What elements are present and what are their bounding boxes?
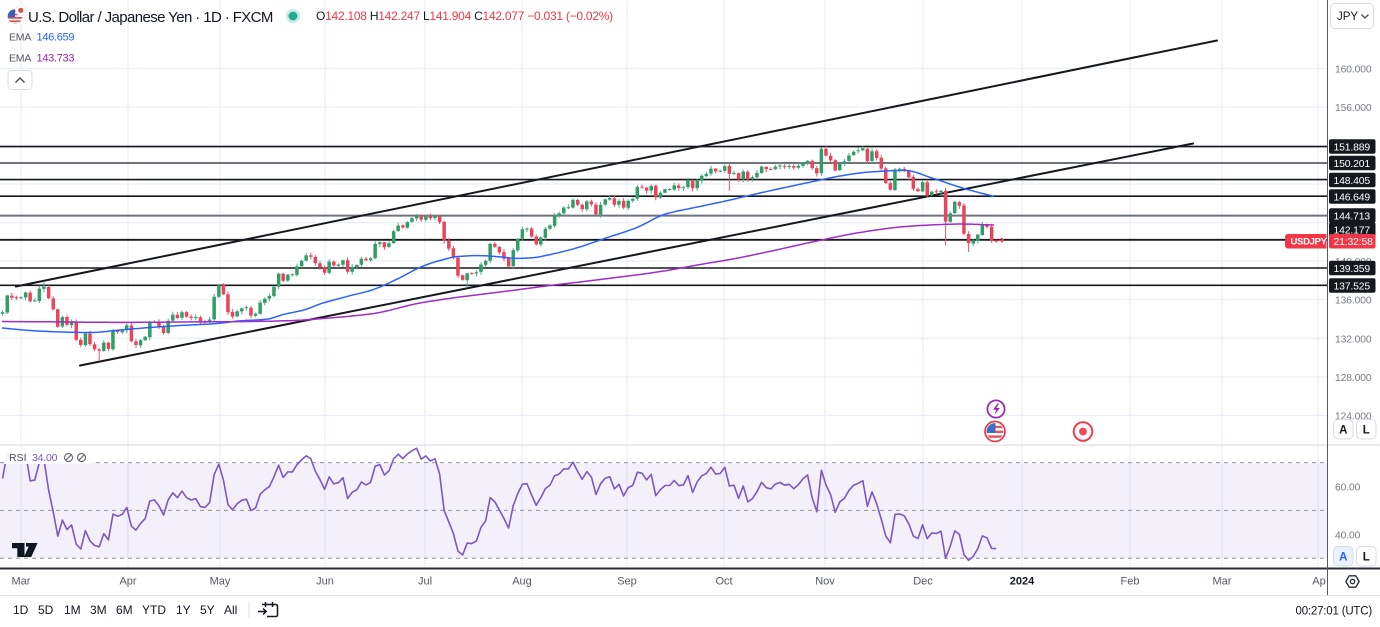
svg-text:Feb: Feb xyxy=(1121,576,1140,588)
svg-text:1M: 1M xyxy=(64,603,81,617)
svg-text:5D: 5D xyxy=(38,603,54,617)
svg-text:Aug: Aug xyxy=(512,576,532,588)
svg-text:RSI: RSI xyxy=(9,452,27,464)
svg-text:00:27:01 (UTC): 00:27:01 (UTC) xyxy=(1296,606,1373,618)
svg-text:160.000: 160.000 xyxy=(1335,64,1372,75)
svg-text:Ap: Ap xyxy=(1312,576,1325,588)
svg-text:6M: 6M xyxy=(116,603,133,617)
svg-text:124.000: 124.000 xyxy=(1335,411,1372,422)
svg-text:146.649: 146.649 xyxy=(1334,193,1371,204)
svg-text:60.00: 60.00 xyxy=(1335,483,1361,494)
svg-text:Dec: Dec xyxy=(913,576,933,588)
svg-text:Oct: Oct xyxy=(715,576,732,588)
svg-text:1Y: 1Y xyxy=(176,603,191,617)
svg-text:May: May xyxy=(210,576,231,588)
svg-text:YTD: YTD xyxy=(142,603,166,617)
svg-text:137.525: 137.525 xyxy=(1334,282,1371,293)
svg-text:JPY: JPY xyxy=(1337,11,1358,23)
svg-text:132.000: 132.000 xyxy=(1335,334,1372,345)
svg-text:L: L xyxy=(1363,425,1370,437)
svg-text:USDJPY: USDJPY xyxy=(1291,237,1328,248)
svg-text:EMA: EMA xyxy=(9,32,31,44)
svg-text:Mar: Mar xyxy=(1213,576,1232,588)
svg-text:Mar: Mar xyxy=(12,576,31,588)
svg-text:Apr: Apr xyxy=(119,576,136,588)
svg-text:Jul: Jul xyxy=(418,576,432,588)
svg-text:Jun: Jun xyxy=(316,576,334,588)
svg-text:150.201: 150.201 xyxy=(1334,159,1371,170)
svg-text:156.000: 156.000 xyxy=(1335,103,1372,114)
svg-text:EMA: EMA xyxy=(9,53,31,65)
svg-text:21:32:58: 21:32:58 xyxy=(1334,237,1374,248)
svg-text:U.S. Dollar / Japanese Yen · 1: U.S. Dollar / Japanese Yen · 1D · FXCM xyxy=(28,9,273,26)
svg-text:139.359: 139.359 xyxy=(1334,264,1371,275)
svg-text:All: All xyxy=(224,603,237,617)
svg-text:Sep: Sep xyxy=(617,576,637,588)
svg-text:144.713: 144.713 xyxy=(1334,212,1371,223)
svg-text:151.889: 151.889 xyxy=(1334,143,1371,154)
svg-text:148.405: 148.405 xyxy=(1334,176,1371,187)
svg-text:40.00: 40.00 xyxy=(1335,530,1361,541)
svg-text:3M: 3M xyxy=(90,603,107,617)
svg-text:1D: 1D xyxy=(13,603,29,617)
svg-text:142.177: 142.177 xyxy=(1334,226,1371,237)
svg-text:2024: 2024 xyxy=(1010,576,1035,588)
svg-text:136.000: 136.000 xyxy=(1335,296,1372,307)
svg-text:A: A xyxy=(1339,552,1347,564)
svg-text:L: L xyxy=(1363,552,1370,564)
svg-text:128.000: 128.000 xyxy=(1335,373,1372,384)
svg-text:5Y: 5Y xyxy=(200,603,215,617)
svg-text:143.733: 143.733 xyxy=(37,53,75,65)
svg-text:146.659: 146.659 xyxy=(37,32,75,44)
svg-text:O142.108 H142.247 L141.904 C14: O142.108 H142.247 L141.904 C142.077 −0.0… xyxy=(316,9,613,23)
svg-text:34.00: 34.00 xyxy=(32,452,58,464)
svg-text:A: A xyxy=(1339,425,1347,437)
svg-text:Nov: Nov xyxy=(815,576,835,588)
